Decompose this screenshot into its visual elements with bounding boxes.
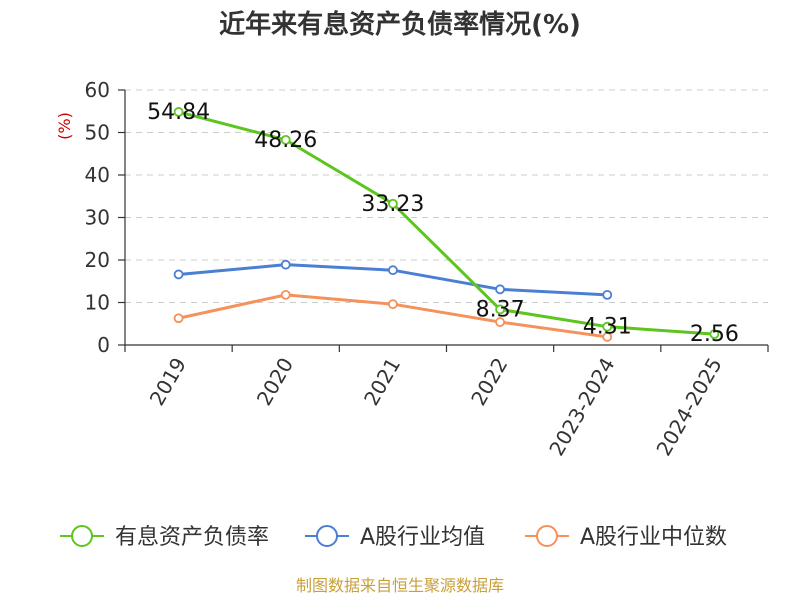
- data-label: 33.23: [361, 192, 424, 217]
- data-point: [173, 107, 184, 117]
- data-point: [280, 289, 291, 300]
- y-tick-label: 40: [85, 163, 110, 187]
- data-point: [280, 134, 291, 145]
- x-tick-label: 2024-2025: [651, 354, 726, 460]
- legend-swatch-marker: [71, 525, 93, 547]
- data-label: 48.26: [254, 128, 317, 153]
- data-label: 54.84: [147, 100, 210, 125]
- x-tick-labels: 2019 2020 2021 2022 2023-2024 2024-2025: [145, 354, 727, 460]
- y-tick-label: 50: [85, 121, 110, 145]
- data-point: [495, 317, 505, 327]
- data-point: [173, 313, 184, 324]
- x-tick-label: 2022: [466, 354, 512, 410]
- data-labels: 54.84 48.26 33.23 8.37 4.31 2.56: [147, 100, 739, 347]
- legend-swatch-marker: [316, 525, 338, 547]
- legend-label: A股行业中位数: [580, 525, 727, 550]
- source-note: 制图数据来自恒生聚源数据库: [296, 576, 504, 595]
- data-point: [602, 289, 613, 300]
- x-tick-label: 2020: [252, 354, 298, 410]
- data-label: 2.56: [690, 322, 739, 347]
- data-point: [495, 304, 505, 315]
- data-point: [602, 332, 613, 342]
- y-tick-label: 0: [97, 333, 110, 357]
- data-point: [709, 329, 720, 340]
- y-tick-labels: 0 10 20 30 40 50 60: [85, 78, 110, 357]
- y-tick-label: 10: [85, 291, 110, 315]
- series-line: [178, 110, 715, 336]
- x-tick-label: 2021: [359, 354, 405, 410]
- y-tick-label: 30: [85, 206, 110, 230]
- x-tick-label: 2019: [145, 354, 191, 410]
- legend-swatch-marker: [536, 525, 558, 547]
- data-point: [388, 198, 398, 209]
- data-point: [173, 269, 184, 280]
- data-point: [280, 259, 291, 270]
- axes: [118, 89, 769, 352]
- y-tick-label: 60: [85, 78, 110, 102]
- y-axis-label: (%): [55, 112, 74, 140]
- legend: 有息资产负债率 A股行业均值 A股行业中位数: [60, 525, 727, 550]
- gridlines: [125, 89, 768, 303]
- x-tick-label: 2023-2024: [544, 354, 619, 460]
- data-label: 8.37: [476, 297, 525, 322]
- series-lines: [173, 107, 720, 342]
- data-point: [388, 299, 398, 310]
- y-tick-label: 20: [85, 248, 110, 272]
- data-point: [388, 265, 398, 276]
- data-label: 4.31: [583, 315, 632, 340]
- chart-title: 近年来有息资产负债率情况(%): [219, 9, 581, 40]
- legend-label: A股行业均值: [360, 525, 485, 550]
- data-point: [495, 284, 505, 295]
- legend-label: 有息资产负债率: [115, 525, 269, 550]
- data-point: [602, 321, 613, 332]
